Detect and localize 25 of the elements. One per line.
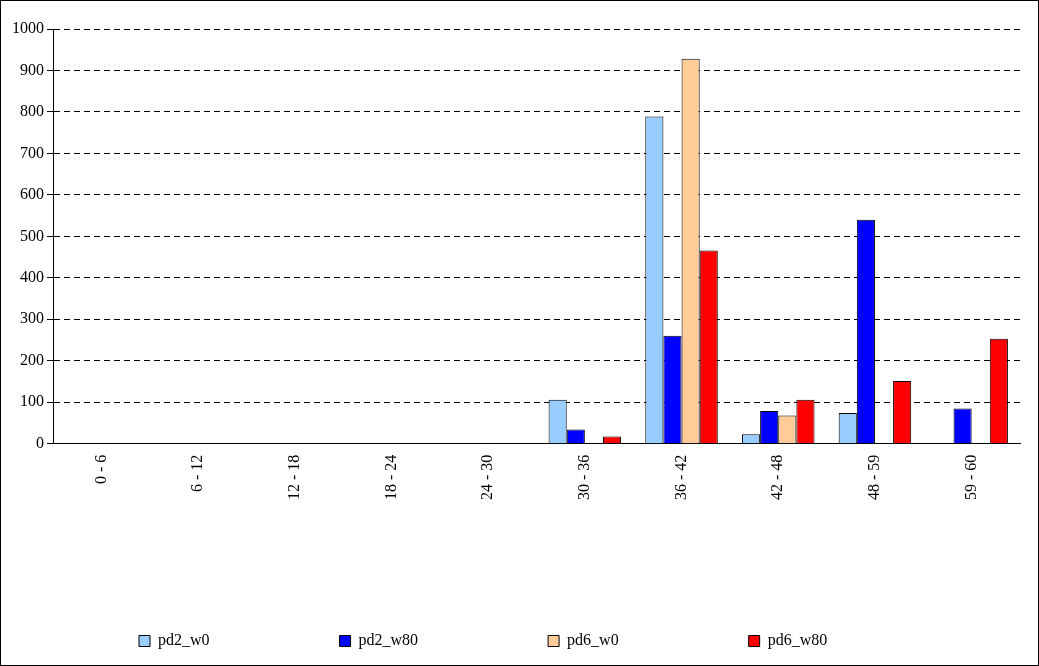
y-tick-label: 600 [20,185,44,203]
y-tick-label: 900 [20,60,44,78]
x-tick-label: 59 - 60 [961,454,979,500]
legend-label: pd6_w80 [767,631,828,650]
y-tick-label: 1000 [12,19,44,37]
y-tick-label: 700 [20,143,44,161]
x-tick-label: 0 - 6 [91,454,109,484]
x-tick-label: 18 - 24 [381,454,399,500]
y-tick-label: 500 [20,226,44,244]
legend-label: pd6_w0 [567,631,619,650]
y-tick-label: 200 [20,350,44,368]
y-tick-label: 0 [36,433,44,451]
x-tick-label: 30 - 36 [575,454,593,500]
y-tick-label: 400 [20,268,44,286]
y-tick-label: 800 [20,102,44,120]
legend-label: pd2_w0 [158,631,210,650]
y-tick-label: 100 [20,392,44,410]
x-tick-label: 42 - 48 [768,454,786,500]
x-tick-label: 24 - 30 [478,454,496,500]
y-tick-label: 300 [20,309,44,327]
x-tick-label: 12 - 18 [284,454,302,500]
legend-label: pd2_w80 [358,631,419,650]
x-tick-label: 6 - 12 [188,454,206,492]
x-tick-label: 48 - 59 [865,454,883,500]
x-tick-label: 36 - 42 [671,454,689,500]
